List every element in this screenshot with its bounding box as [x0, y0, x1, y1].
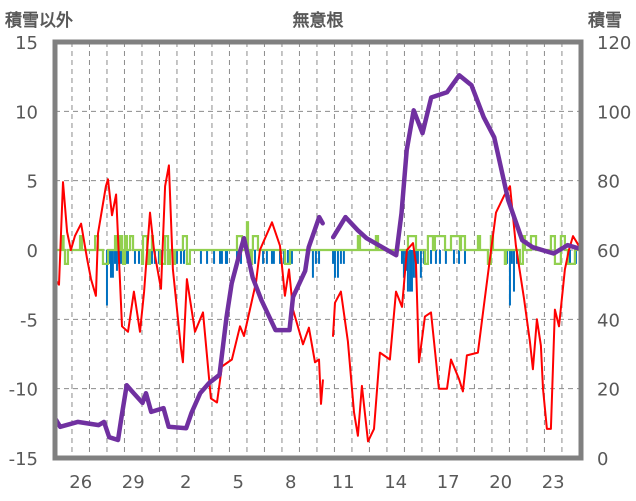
bar-blue — [126, 250, 129, 264]
series-line-red — [54, 164, 580, 443]
bar-blue — [400, 250, 403, 264]
x-tick-label: 2 — [180, 472, 191, 493]
bar-blue — [179, 250, 182, 264]
bar-blue — [311, 250, 314, 278]
y-left-tick-label: 15 — [15, 33, 38, 54]
x-tick-label: 5 — [232, 472, 243, 493]
bar-blue — [458, 250, 461, 264]
y-right-tick-label: 100 — [597, 102, 631, 123]
bar-blue — [463, 250, 466, 264]
x-tick-label: 23 — [542, 472, 565, 493]
plot-border — [52, 39, 584, 461]
bar-blue — [452, 250, 455, 264]
bar-blue — [339, 250, 342, 264]
bar-blue — [206, 250, 209, 264]
bar-blue — [290, 250, 293, 264]
left-axis-title: 積雪以外 — [5, 10, 73, 31]
bar-blue — [262, 250, 265, 264]
bar-blue — [286, 250, 289, 264]
bar-blue — [402, 250, 405, 278]
bar-blue — [254, 250, 257, 264]
y-left-tick-label: 0 — [27, 241, 38, 262]
bar-blue — [416, 250, 419, 264]
bar-blue — [213, 250, 216, 264]
bar-blue — [410, 250, 413, 292]
bar-blue — [409, 250, 412, 292]
bar-blue — [318, 250, 321, 264]
y-right-tick-label: 20 — [597, 380, 620, 401]
bar-blue — [114, 250, 117, 264]
bar-blue — [510, 250, 513, 264]
bar-blue — [444, 250, 447, 264]
x-tick-label: 29 — [122, 472, 145, 493]
bar-blue — [508, 250, 511, 306]
bar-blue — [115, 250, 118, 271]
bar-blue — [336, 250, 339, 278]
bar-blue — [226, 250, 229, 264]
bar-blue — [568, 250, 571, 264]
y-right-tick-label: 60 — [597, 241, 620, 262]
y-left-tick-label: -15 — [9, 449, 38, 470]
bar-blue — [434, 250, 437, 264]
bar-blue — [182, 250, 185, 264]
bar-blue — [512, 250, 515, 292]
bar-blue — [333, 250, 336, 278]
bar-blue — [406, 250, 409, 292]
bar-blue — [342, 250, 345, 264]
bar-blue — [105, 250, 108, 306]
x-tick-label: 14 — [384, 472, 407, 493]
plot-area — [52, 73, 581, 443]
tick-labels: 15 10 5 0 -5 -10 -15 120 100 80 60 40 20 0 26 29 2 5 8 11 14… — [9, 33, 632, 493]
x-tick-label: 11 — [332, 472, 355, 493]
y-left-tick-label: -5 — [20, 310, 38, 331]
right-axis-title: 積雪 — [588, 10, 622, 31]
bar-blue — [150, 250, 153, 264]
y-right-tick-label: 120 — [597, 33, 631, 54]
bar-blue — [109, 250, 112, 278]
bar-blue — [430, 250, 433, 264]
y-left-tick-label: 10 — [15, 102, 38, 123]
bar-blue — [332, 250, 335, 264]
bar-blue — [119, 250, 122, 264]
bar-blue — [133, 250, 136, 264]
series-line-green — [55, 221, 581, 265]
bar-blue — [111, 250, 114, 278]
x-tick-label: 8 — [285, 472, 296, 493]
bar-blue — [224, 250, 227, 264]
bar-blue — [270, 250, 273, 264]
bar-blue — [438, 250, 441, 264]
x-tick-label: 26 — [69, 472, 92, 493]
bar-blue — [279, 250, 282, 264]
y-right-tick-label: 80 — [597, 172, 620, 193]
y-left-tick-label: -10 — [9, 380, 38, 401]
bar-blue — [412, 250, 415, 278]
bar-blue — [419, 250, 422, 278]
bar-blue — [199, 250, 202, 264]
bar-blue — [272, 250, 275, 264]
series-line-purple — [52, 73, 581, 443]
bar-blue — [175, 250, 178, 264]
bar-blue — [220, 250, 223, 264]
y-left-tick-label: 5 — [27, 172, 38, 193]
bar-blue — [265, 250, 268, 264]
y-right-tick-label: 0 — [597, 449, 608, 470]
x-tick-label: 17 — [437, 472, 460, 493]
x-tick-label: 20 — [489, 472, 512, 493]
bar-blue — [314, 250, 317, 264]
bar-blue — [219, 250, 222, 264]
y-right-tick-label: 40 — [597, 310, 620, 331]
bar-blue — [240, 250, 243, 264]
chart-title: 無意根 — [293, 10, 344, 31]
bar-blue — [137, 250, 140, 264]
